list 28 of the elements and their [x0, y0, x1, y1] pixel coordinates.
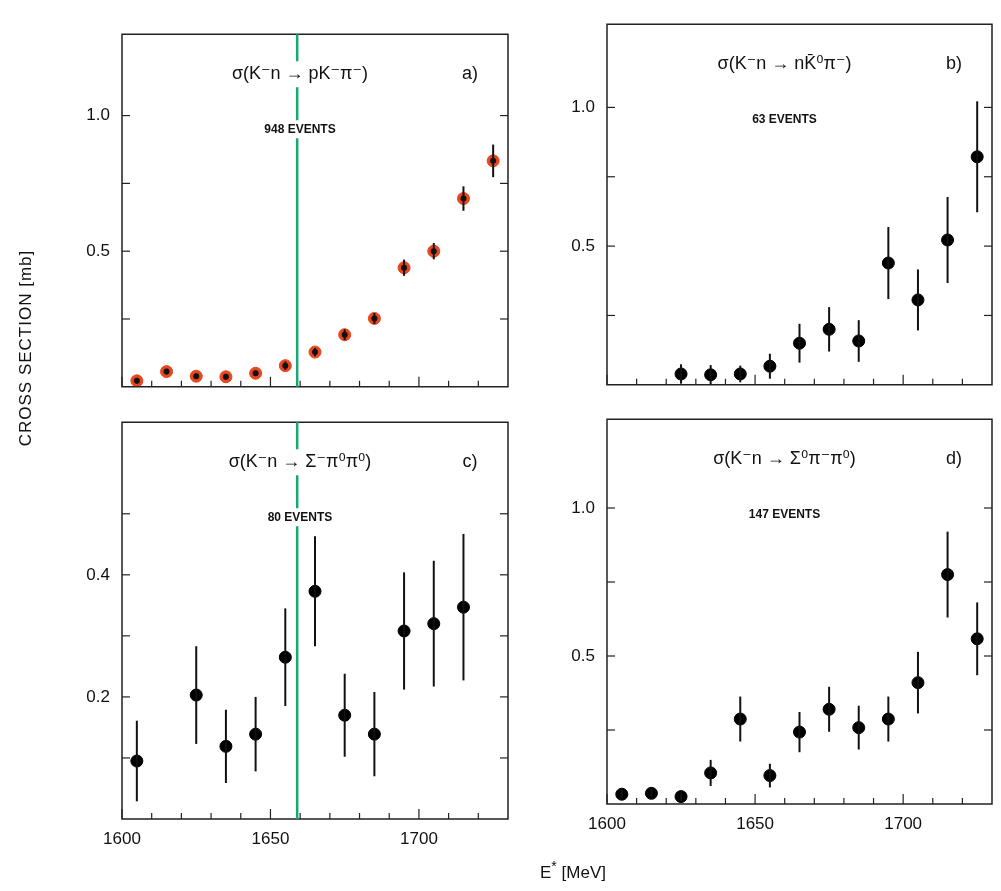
- y-tick-label: 0.5: [571, 645, 595, 665]
- annotation: b): [945, 53, 963, 74]
- annotation: d): [945, 448, 963, 469]
- text: 63 EVENTS: [752, 111, 817, 126]
- x-tick-label: 1600: [103, 828, 141, 848]
- y-tick-label: 0.4: [86, 564, 110, 584]
- y-tick-label: 1.0: [571, 497, 595, 517]
- text: 147 EVENTS: [748, 506, 821, 521]
- y-tick-label: 1.0: [86, 105, 110, 125]
- y-tick-label: 1.0: [571, 97, 595, 117]
- y-tick-label: 0.2: [86, 686, 110, 706]
- y-tick-label: 0.5: [86, 240, 110, 260]
- x-tick-label: 1700: [400, 828, 438, 848]
- x-tick-label: 1700: [884, 813, 923, 833]
- text: σ(K⁻n → nK̄⁰π⁻): [717, 53, 852, 74]
- x-tick-label: 1600: [588, 813, 626, 833]
- x-tick-label: 1650: [251, 828, 290, 848]
- annotation: a): [461, 63, 479, 84]
- text: σ(K⁻n → Σ⁰π⁻π⁰): [713, 448, 856, 469]
- text: 948 EVENTS: [264, 121, 336, 136]
- text: σ(K⁻n → Σ⁻π⁰π⁰): [228, 451, 372, 472]
- y-tick-label: 0.5: [571, 235, 595, 255]
- y-axis-title: CROSS SECTION [mb]: [16, 249, 36, 447]
- text: 80 EVENTS: [267, 509, 333, 524]
- annotation: c): [462, 451, 478, 472]
- x-axis-title: E$^{*}$ [MeV]: [540, 858, 606, 883]
- text: σ(K⁻n → pK⁻π⁻): [231, 63, 369, 84]
- x-tick-label: 1650: [736, 813, 774, 833]
